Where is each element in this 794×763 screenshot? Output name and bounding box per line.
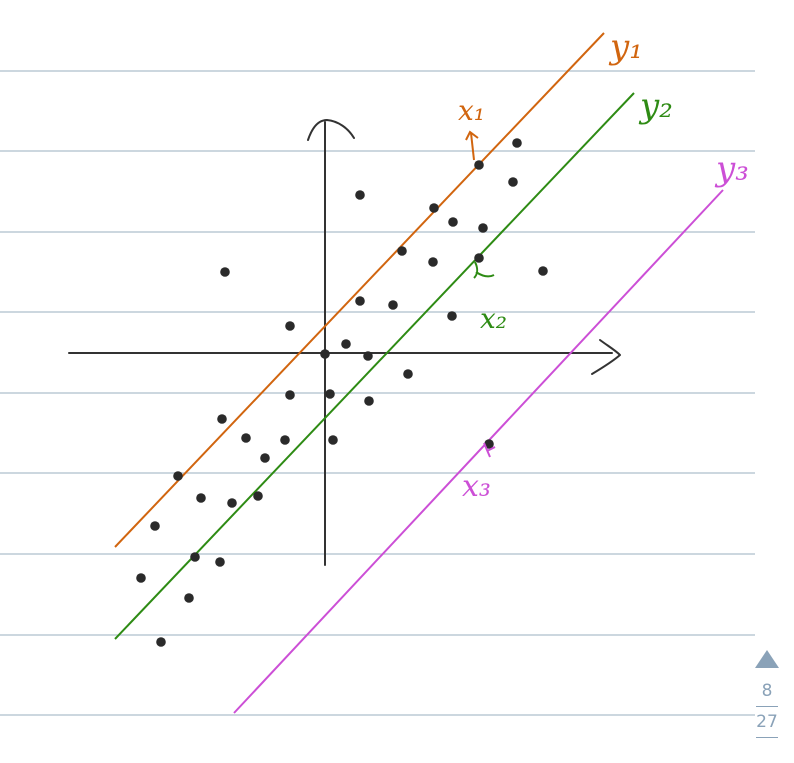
label-y2: y₂ xyxy=(638,86,673,126)
page-divider xyxy=(756,706,778,707)
data-point xyxy=(363,351,373,361)
residual-x1 xyxy=(465,130,479,161)
data-point xyxy=(285,321,295,331)
ruled-lines xyxy=(0,70,755,716)
data-point xyxy=(196,493,206,503)
data-point xyxy=(217,414,227,424)
data-point xyxy=(150,521,160,531)
data-point xyxy=(447,311,457,321)
data-point xyxy=(478,223,488,233)
data-point xyxy=(364,396,374,406)
data-point xyxy=(355,190,365,200)
label-x2: x₂ xyxy=(480,302,507,335)
x-axis-arrowhead xyxy=(591,339,621,375)
data-point xyxy=(341,339,351,349)
data-point xyxy=(512,138,522,148)
data-point xyxy=(184,593,194,603)
residual-x3-mark xyxy=(483,442,496,458)
data-point xyxy=(325,389,335,399)
label-x3: x₃ xyxy=(462,469,491,504)
data-point xyxy=(173,471,183,481)
axes xyxy=(68,119,621,566)
data-point xyxy=(355,296,365,306)
data-point xyxy=(215,557,225,567)
residual-x2-mark xyxy=(473,261,495,279)
data-point xyxy=(474,253,484,263)
data-point xyxy=(320,349,330,359)
data-point xyxy=(241,433,251,443)
data-point xyxy=(227,498,237,508)
data-point xyxy=(285,390,295,400)
data-point xyxy=(474,160,484,170)
data-point xyxy=(156,637,166,647)
data-point xyxy=(190,552,200,562)
total-pages: 27 xyxy=(756,712,778,732)
residual-x1-arrow xyxy=(465,130,479,161)
data-point xyxy=(136,573,146,583)
scatter-points xyxy=(136,138,548,647)
data-point xyxy=(220,267,230,277)
line-y2 xyxy=(114,92,635,640)
data-point xyxy=(280,435,290,445)
data-point xyxy=(484,439,494,449)
label-y1: y₁ xyxy=(608,27,643,67)
label-y3: y₃ xyxy=(714,149,749,189)
page-divider-bottom xyxy=(756,737,778,738)
triangle-up-icon[interactable] xyxy=(755,650,779,668)
data-point xyxy=(253,491,263,501)
residual-x3 xyxy=(483,442,496,458)
data-point xyxy=(403,369,413,379)
data-point xyxy=(508,177,518,187)
label-x1: x₁ xyxy=(458,94,485,127)
data-point xyxy=(388,300,398,310)
line-y3 xyxy=(233,189,724,714)
y-axis-arrowhead xyxy=(307,119,355,141)
data-point xyxy=(260,453,270,463)
data-point xyxy=(538,266,548,276)
page-navigator: 8 27 xyxy=(752,650,782,742)
residual-x2 xyxy=(473,261,495,279)
data-point xyxy=(448,217,458,227)
data-point xyxy=(428,257,438,267)
data-point xyxy=(429,203,439,213)
data-point xyxy=(397,246,407,256)
data-point xyxy=(328,435,338,445)
line-y1 xyxy=(114,32,605,548)
current-page: 8 xyxy=(761,681,773,701)
